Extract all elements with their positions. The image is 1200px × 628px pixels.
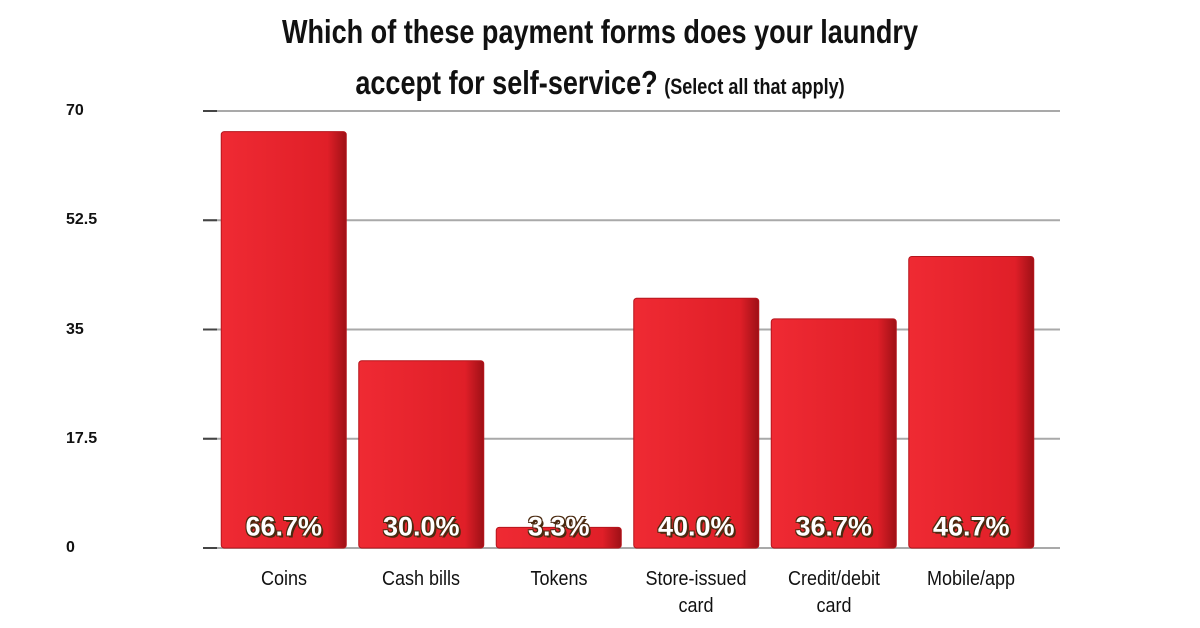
y-tick-label: 70 [66,102,84,119]
value-label: 40.0% [657,511,735,542]
bar [633,297,760,549]
value-label: 66.7% [245,511,323,542]
bar [908,255,1035,549]
x-tick-label: Mobile/app [927,568,1016,590]
bar [358,360,485,549]
chart-subtitle: (Select all that apply) [664,74,845,99]
value-label: 3.3% [527,511,590,542]
x-tick-label: Credit/debit card [787,568,880,617]
bar [495,526,622,549]
y-tick-label: 17.5 [66,429,98,447]
y-tick-label: 0 [66,539,75,556]
title-block: Which of these payment forms does your l… [239,10,961,112]
bar [220,131,347,549]
x-tick-label: Store-issued card [645,568,747,617]
value-label: 30.0% [382,511,460,542]
bar [770,318,897,549]
chart-title: Which of these payment forms does your l… [281,13,919,101]
x-tick-label: Coins [260,568,307,590]
x-tick-label: Cash bills [382,568,461,590]
value-label: 46.7% [932,511,1010,542]
y-tick-label: 52.5 [66,211,98,229]
y-tick-label: 35 [66,320,84,338]
value-label: 36.7% [795,511,873,542]
x-tick-label: Tokens [530,568,588,590]
